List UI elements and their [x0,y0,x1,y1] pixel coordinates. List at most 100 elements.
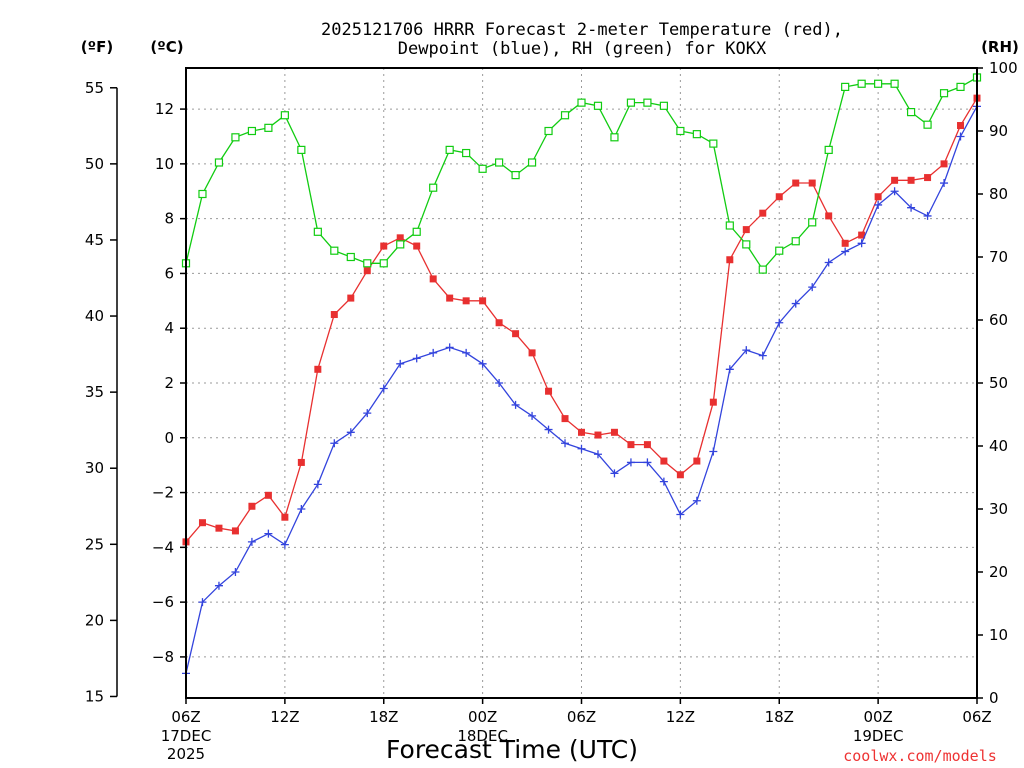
data-point [923,120,932,129]
data-point [825,212,833,220]
celsius-tick-label: 12 [155,100,174,118]
data-point [593,450,602,459]
x-date-label: 2025 [167,745,205,763]
data-point [709,398,717,406]
data-point [775,318,784,327]
x-date-label: 17DEC [161,727,212,745]
data-point [330,246,339,255]
data-point [940,179,949,188]
celsius-tick-label: 4 [164,319,174,337]
data-point [495,379,504,387]
data-point [610,469,619,478]
celsius-tick-label: 6 [164,264,174,282]
data-point [939,89,949,98]
data-point [528,349,536,357]
data-point [775,193,783,201]
data-point [495,319,503,327]
rh-tick-label: 0 [989,689,999,707]
data-point [297,458,305,466]
data-point [924,174,932,182]
data-point [841,247,850,256]
data-point [890,187,899,196]
data-point [874,200,883,209]
series-0 [182,94,981,546]
data-point [198,189,207,199]
data-point [462,348,471,357]
fahrenheit-tick-label: 55 [85,79,104,97]
rh-tick-label: 50 [989,374,1008,392]
data-point [445,145,454,154]
fahrenheit-tick-label: 20 [85,611,104,629]
data-point [363,267,371,275]
data-point [445,343,454,352]
axes: 152025303540455055−8−6−4−202468101201020… [85,59,1018,763]
data-point [297,505,306,513]
rh-tick-label: 20 [989,563,1008,581]
data-point [906,107,916,117]
data-point [824,145,833,154]
rh-tick-label: 90 [989,122,1008,140]
x-tick-label: 00Z [468,708,497,726]
data-point [643,441,651,449]
data-point [346,252,355,262]
x-axis-title: Forecast Time (UTC) [386,735,638,764]
data-point [726,256,734,264]
data-point [792,179,800,187]
data-point [891,176,899,184]
data-point [709,447,718,456]
data-point [627,441,635,449]
data-point [495,158,504,167]
data-point [429,183,438,192]
data-point [429,348,438,357]
data-point [759,209,767,217]
data-point [544,126,553,136]
data-point [512,330,520,338]
data-point [808,218,817,227]
data-point [280,540,289,549]
data-point [396,234,404,242]
rh-tick-label: 70 [989,248,1008,266]
data-point [593,101,603,110]
chart-title-line1: 2025121706 HRRR Forecast 2-meter Tempera… [321,20,843,40]
data-point [742,240,751,249]
rh-tick-label: 80 [989,185,1008,203]
data-point [660,457,668,465]
data-point [511,171,520,180]
data-point [676,510,685,519]
data-point [692,130,701,139]
data-point [858,231,866,239]
data-point [462,297,470,305]
rh-tick-label: 10 [989,626,1008,644]
data-point [280,111,289,120]
data-point [857,79,866,88]
data-point [544,425,553,434]
data-point [297,145,306,154]
fahrenheit-tick-label: 45 [85,231,104,249]
data-point [528,411,537,420]
unit-label-celsius: (ºC) [150,38,183,56]
data-point [527,158,537,167]
data-point [396,240,405,249]
data-point [396,359,405,368]
data-point [347,294,355,302]
data-point [231,133,240,142]
data-point [626,458,635,467]
x-tick-label: 12Z [270,708,299,726]
data-point [561,415,569,423]
x-tick-label: 06Z [567,708,596,726]
data-point [413,242,421,250]
data-point [577,98,586,107]
x-tick-label: 06Z [171,708,200,726]
rh-tick-label: 40 [989,437,1008,455]
data-point [215,524,223,532]
data-point [626,98,636,107]
data-point [676,471,684,479]
data-point [577,444,586,453]
data-point [610,133,619,142]
data-point [446,294,454,302]
data-point [248,502,256,510]
data-point [412,227,421,236]
data-point [281,513,289,521]
data-point [643,98,652,107]
